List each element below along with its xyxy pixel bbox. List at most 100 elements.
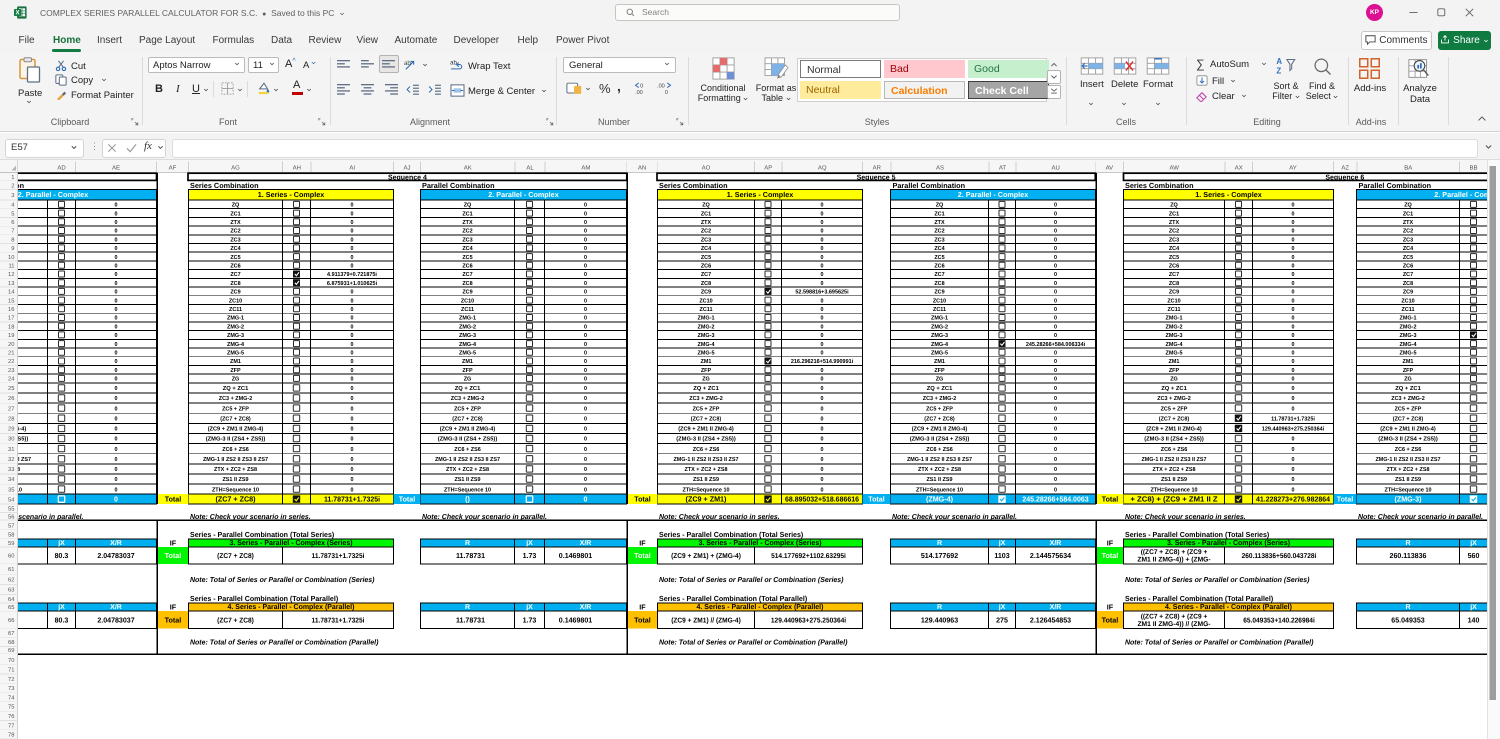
svg-text:0: 0	[115, 306, 118, 313]
svg-text:76: 76	[8, 713, 14, 720]
svg-text:ZQ: ZQ	[1170, 202, 1178, 209]
svg-text:ZQ + ZC1: ZQ + ZC1	[1161, 385, 1187, 392]
svg-text:0: 0	[1292, 436, 1295, 443]
svg-text:0: 0	[1054, 446, 1057, 453]
svg-text:jX: jX	[57, 539, 65, 547]
svg-text:ZC6 + ZS6: ZC6 + ZS6	[693, 446, 720, 453]
svg-text:0: 0	[1054, 254, 1057, 261]
svg-text:ZC7: ZC7	[1403, 271, 1413, 278]
svg-text:30: 30	[8, 436, 14, 443]
svg-text:0: 0	[1054, 297, 1057, 304]
svg-text:AG: AG	[231, 165, 240, 172]
svg-text:ZC8: ZC8	[1403, 280, 1414, 287]
svg-text:0: 0	[584, 476, 587, 483]
svg-text:((ZC7 + ZC8) + (ZC9 +: ((ZC7 + ZC8) + (ZC9 +	[1141, 614, 1208, 621]
svg-text:Total: Total	[1102, 551, 1119, 560]
svg-text:25: 25	[8, 385, 14, 392]
svg-text:ZMG-2: ZMG-2	[1400, 323, 1417, 330]
svg-text:1.73: 1.73	[523, 616, 537, 625]
svg-text:Total: Total	[165, 616, 182, 625]
svg-text:0: 0	[821, 228, 824, 235]
svg-text:0: 0	[115, 210, 118, 217]
svg-text:ZC5: ZC5	[462, 254, 473, 261]
svg-text:ZMG-2: ZMG-2	[227, 323, 244, 330]
svg-text:0: 0	[115, 323, 118, 330]
svg-text:73: 73	[8, 685, 14, 692]
svg-text:5: 5	[11, 211, 14, 217]
svg-text:0: 0	[115, 254, 118, 261]
svg-text:0: 0	[821, 415, 824, 422]
svg-text:ZC3 + ZMG-2: ZC3 + ZMG-2	[451, 395, 485, 402]
svg-text:ZTX + ZC2 + ZS8: ZTX + ZC2 + ZS8	[1153, 466, 1197, 473]
svg-text:64: 64	[8, 596, 15, 603]
svg-text:72: 72	[8, 676, 14, 683]
svg-text:Note: Check your scenario in p: Note: Check your scenario in parallel.	[1358, 512, 1483, 521]
svg-text:R: R	[1405, 540, 1410, 547]
svg-text:0: 0	[821, 367, 824, 374]
svg-text:AW: AW	[1169, 165, 1179, 172]
svg-text:0: 0	[115, 202, 118, 209]
svg-text:ZG: ZG	[464, 376, 472, 383]
svg-text:0: 0	[351, 306, 354, 313]
svg-text:A: A	[1276, 57, 1282, 66]
svg-text:0: 0	[584, 219, 587, 226]
svg-text:ZTX: ZTX	[230, 220, 240, 226]
svg-text:ZMG-4: ZMG-4	[1400, 341, 1418, 348]
svg-text:ZC6: ZC6	[1403, 263, 1414, 270]
svg-text:ZC4: ZC4	[230, 245, 241, 252]
svg-text:0: 0	[351, 263, 354, 270]
svg-text:216.296216+514.990991i: 216.296216+514.990991i	[791, 358, 854, 365]
svg-text:11.78731+1.7325i: 11.78731+1.7325i	[1271, 415, 1315, 422]
svg-text:0: 0	[584, 236, 587, 243]
svg-text:0: 0	[1054, 323, 1057, 330]
svg-text:0: 0	[1054, 466, 1057, 473]
svg-text:0: 0	[115, 332, 118, 339]
svg-text:275: 275	[996, 616, 1008, 625]
svg-text:0: 0	[115, 341, 118, 348]
svg-text:18: 18	[8, 323, 14, 330]
svg-text:ZM1: ZM1	[934, 359, 946, 365]
svg-text:ZG: ZG	[936, 376, 944, 383]
svg-text:11.78731+1.7325i: 11.78731+1.7325i	[312, 552, 365, 560]
svg-text:ZC3: ZC3	[230, 236, 241, 243]
svg-text:0: 0	[1292, 323, 1295, 330]
svg-text:0: 0	[1054, 476, 1057, 483]
svg-text:0: 0	[665, 90, 668, 95]
svg-text:ZMG-5: ZMG-5	[227, 350, 245, 357]
svg-text:ZMG-2: ZMG-2	[931, 323, 948, 330]
svg-text:0: 0	[1054, 426, 1057, 433]
svg-text:57: 57	[8, 524, 14, 530]
svg-text:13: 13	[8, 280, 14, 287]
svg-text:(ZC9 + ZM1 II ZMG-4): (ZC9 + ZM1 II ZMG-4)	[912, 426, 968, 433]
svg-text:ZMG-4: ZMG-4	[931, 341, 949, 348]
svg-text:ZC4: ZC4	[1403, 245, 1414, 252]
svg-text:4. Series - Parallel - Complex: 4. Series - Parallel - Complex (Parallel…	[228, 602, 355, 611]
svg-text:0: 0	[351, 350, 354, 357]
svg-text:3: 3	[11, 192, 14, 199]
svg-text:ZTH=Sequence 10: ZTH=Sequence 10	[212, 486, 259, 493]
svg-text:0: 0	[115, 426, 118, 433]
svg-text:ZC10: ZC10	[1167, 297, 1180, 304]
svg-text:ZC7: ZC7	[1169, 271, 1179, 278]
svg-text:0: 0	[821, 395, 824, 402]
svg-text:0: 0	[584, 415, 587, 422]
svg-text:4. Series - Parallel - Complex: 4. Series - Parallel - Complex (Parallel…	[1165, 602, 1292, 611]
svg-text:.00: .00	[635, 90, 643, 95]
svg-text:Series - Parallel Combination: Series - Parallel Combination (Total Par…	[1125, 594, 1274, 603]
svg-text:0: 0	[1292, 210, 1295, 217]
svg-text:65.049353: 65.049353	[1391, 616, 1424, 625]
svg-text:0: 0	[1292, 289, 1295, 296]
svg-text:0: 0	[584, 395, 587, 402]
svg-text:AD: AD	[57, 165, 66, 172]
svg-text:Total: Total	[634, 551, 651, 560]
svg-text:AU: AU	[1052, 165, 1060, 172]
svg-text:jX: jX	[1469, 603, 1477, 611]
svg-text:AM: AM	[581, 165, 590, 172]
svg-text:ab: ab	[450, 61, 457, 67]
svg-text:0: 0	[821, 436, 824, 443]
svg-text:(ZC7 + ZC8): (ZC7 + ZC8)	[220, 415, 250, 422]
svg-text:52.598816+3.695625i: 52.598816+3.695625i	[795, 289, 849, 296]
svg-text:ZQ + ZC1: ZQ + ZC1	[1395, 385, 1421, 392]
svg-text:7: 7	[11, 229, 14, 235]
svg-text:ZC10: ZC10	[1401, 297, 1414, 304]
